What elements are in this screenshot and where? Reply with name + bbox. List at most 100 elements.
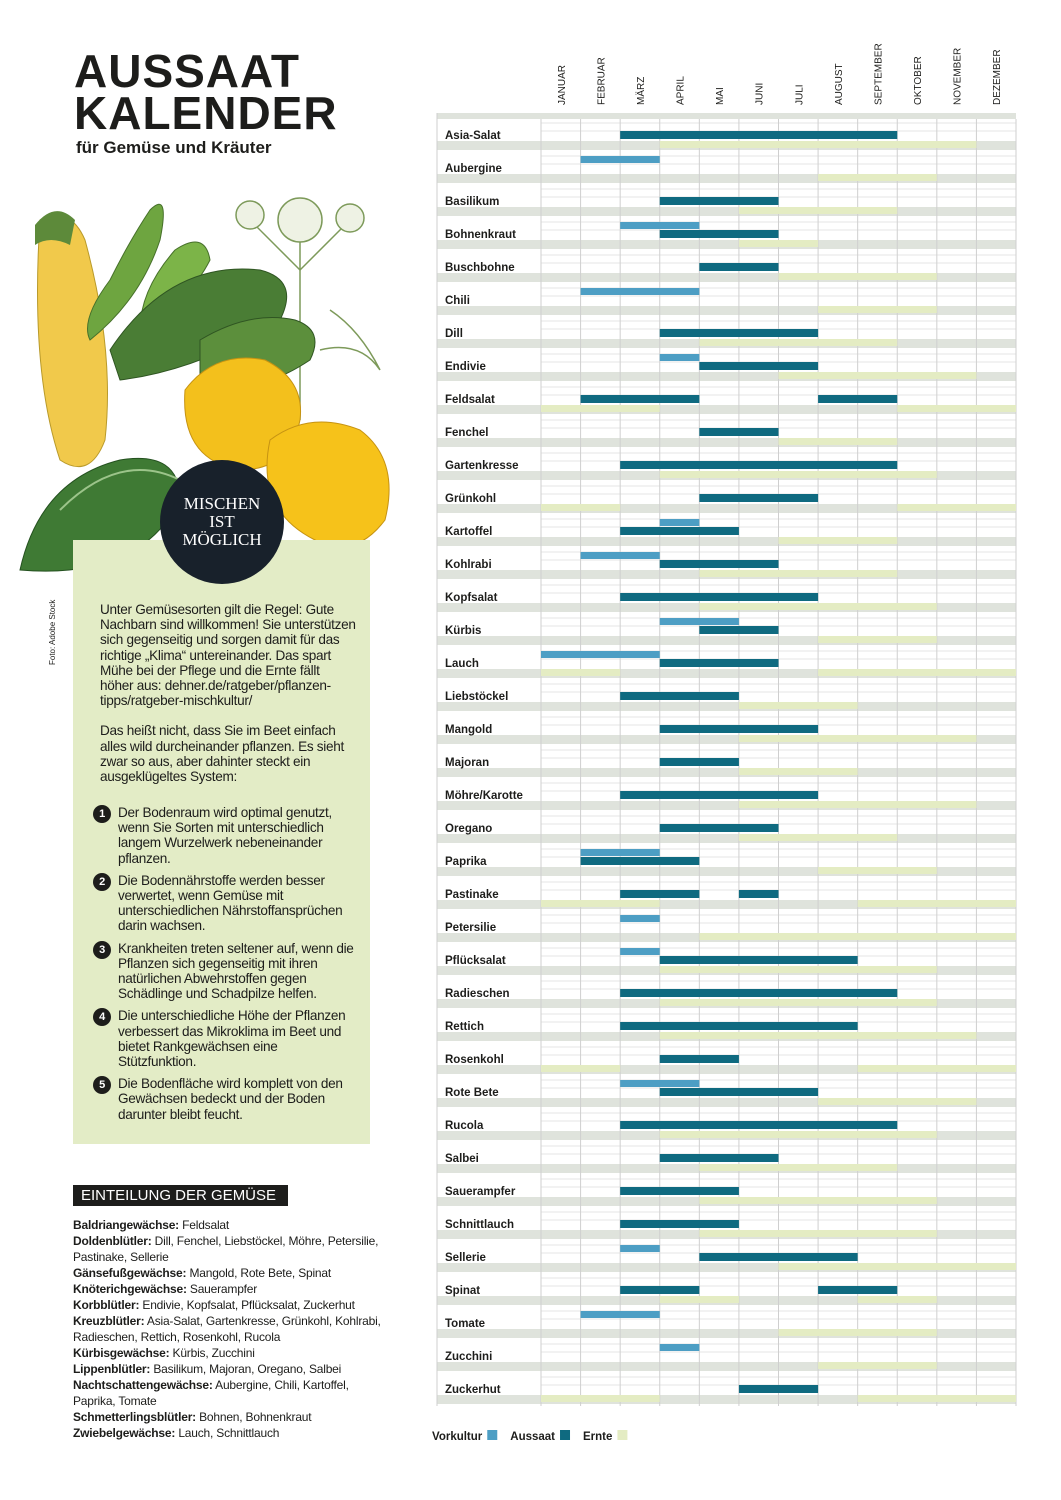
members: Sauerampfer (189, 1282, 258, 1296)
phase-bar (620, 948, 660, 955)
plant-name: Salbei (445, 1153, 479, 1165)
members: Endivie, Kopfsalat, Pflücksalat, Zuckerh… (142, 1298, 355, 1312)
row-strip (437, 1395, 1016, 1404)
phase-bar (659, 999, 937, 1006)
plant-name: Buschbohne (445, 262, 515, 274)
phase-bar (659, 560, 779, 568)
members: Aubergine, Chili, Kartoffel, Paprika, To… (73, 1378, 349, 1408)
numbered-list: 1 Der Bodenraum wird optimal genutzt, wen… (93, 805, 359, 1129)
plant-name: Tomate (445, 1318, 485, 1330)
row-strip (437, 1098, 1016, 1107)
legend-swatch (617, 1430, 628, 1440)
row-strip (437, 207, 1016, 216)
phase-bar (818, 1098, 977, 1105)
phase-bar (620, 131, 898, 139)
family: Gänsefußgewächse: (73, 1266, 187, 1280)
phase-bar (620, 791, 819, 799)
plant-name: Aubergine (445, 163, 502, 175)
phase-bar (659, 725, 819, 733)
title: AUSSAAT KALENDER (74, 45, 338, 136)
list-item: 3 Krankheiten treten seltener auf, wenn d… (93, 940, 359, 1002)
phase-bar (699, 933, 1016, 940)
row-strip (437, 735, 1016, 744)
phase-bar (620, 1245, 660, 1252)
row-strip (437, 900, 1016, 909)
plant-name: Rucola (445, 1120, 484, 1132)
phase-bar (659, 471, 937, 478)
list-number: 3 (93, 940, 111, 959)
list-number: 4 (93, 1008, 111, 1027)
month-label: APRIL (676, 76, 687, 105)
plant-name: Rettich (445, 1021, 484, 1033)
plant-name: Feldsalat (445, 394, 495, 406)
calendar-header-band (437, 113, 1016, 119)
row-strip (437, 1263, 1016, 1272)
month-label: FEBRUAR (596, 57, 607, 105)
classification-item: Nachtschattengewächse: Aubergine, Chili,… (73, 1377, 383, 1409)
phase-bar (818, 636, 937, 643)
legend-label: Aussaat (510, 1431, 555, 1443)
plant-name: Pastinake (445, 889, 499, 901)
phase-bar (541, 669, 621, 676)
phase-bar (699, 570, 898, 577)
green-zucchini (109, 268, 288, 381)
title-line: AUSSAAT (74, 45, 300, 97)
list-text: Der Bodenraum wird optimal genutzt, wenn… (118, 805, 332, 866)
family: Schmetterlingsblütler: (73, 1410, 196, 1424)
phase-bar (857, 1296, 937, 1303)
phase-bar (620, 692, 739, 700)
phase-bar (778, 273, 937, 280)
plant-name: Lauch (445, 658, 479, 670)
row-strip (437, 537, 1016, 546)
plant-name: Endivie (445, 361, 486, 373)
family: Kürbisgewächse: (73, 1346, 170, 1360)
legend-label: Ernte (583, 1431, 612, 1443)
phase-bar (580, 1311, 660, 1318)
phase-bar (818, 174, 937, 181)
phase-bar (659, 197, 779, 205)
plant-name: Zucchini (445, 1351, 492, 1363)
plant-name: Kürbis (445, 625, 481, 637)
phase-bar (620, 989, 898, 997)
plant-name: Sellerie (445, 1252, 486, 1264)
phase-bar (818, 395, 898, 403)
phase-bar (541, 900, 660, 907)
phase-bar (580, 849, 660, 856)
plant-name: Pflücksalat (445, 955, 506, 967)
phase-bar (699, 428, 779, 436)
phase-bar (897, 405, 1016, 412)
phase-bar (620, 527, 739, 535)
phase-bar (699, 626, 779, 634)
paragraph: Unter Gemüsesorten gilt die Regel: Gute … (100, 602, 356, 709)
phase-bar (699, 339, 898, 346)
row-strip (437, 504, 1016, 513)
phase-bar (580, 288, 700, 295)
phase-bar (818, 669, 1016, 676)
month-label: MÄRZ (635, 77, 647, 105)
phase-bar (857, 1065, 1016, 1072)
phase-bar (659, 1032, 977, 1039)
plant-name: Möhre/Karotte (445, 790, 523, 802)
plant-name: Chili (445, 295, 470, 307)
phase-bar (620, 1121, 898, 1129)
family: Nachtschattengewächse: (73, 1378, 213, 1392)
plant-name: Petersilie (445, 922, 496, 934)
phase-bar (659, 618, 739, 625)
phase-bar (620, 461, 898, 469)
phase-bar (738, 207, 898, 214)
classification-item: Doldenblütler: Dill, Fenchel, Liebstöcke… (73, 1233, 383, 1265)
classification-item: Lippenblütler: Basilikum, Majoran, Orega… (73, 1361, 383, 1377)
month-label: OKTOBER (913, 56, 924, 105)
plant-name: Zuckerhut (445, 1384, 501, 1396)
list-text: Die Bodennährstoffe werden besser verwer… (118, 872, 343, 934)
plant-name: Rote Bete (445, 1087, 499, 1099)
members: Dill, Fenchel, Liebstöckel, Möhre, Peter… (73, 1234, 379, 1264)
intro: Unter Gemüsesorten gilt die Regel: Gute … (100, 602, 356, 799)
list-item: 5 Die Bodenfläche wird komplett von den G… (93, 1076, 359, 1122)
phase-bar (738, 702, 858, 709)
phase-bar (620, 1022, 858, 1030)
plant-name: Radieschen (445, 988, 510, 1000)
phase-bar (659, 329, 819, 337)
classification-list: Baldriangewächse: Feldsalat Doldenblütler… (73, 1217, 383, 1441)
phase-bar (580, 156, 660, 163)
